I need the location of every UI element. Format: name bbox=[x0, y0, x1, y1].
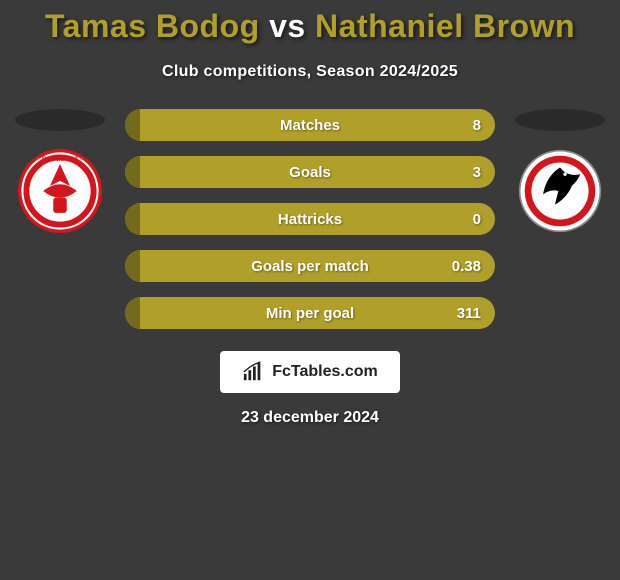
chart-icon bbox=[242, 361, 264, 383]
svg-text:FSV MAINZ: FSV MAINZ bbox=[42, 156, 78, 163]
stat-row: Min per goal 311 bbox=[125, 297, 495, 329]
brand-text: FcTables.com bbox=[272, 363, 378, 381]
stat-fill bbox=[125, 156, 140, 188]
stat-row: Matches 8 bbox=[125, 109, 495, 141]
main-area: FSV MAINZ Matches 8 Goals 3 Hattricks 0 … bbox=[0, 109, 620, 329]
stat-value: 0.38 bbox=[452, 258, 481, 275]
footer: FcTables.com 23 december 2024 bbox=[0, 351, 620, 427]
title-player-right: Nathaniel Brown bbox=[315, 8, 575, 44]
stat-fill bbox=[125, 297, 140, 329]
stat-row: Hattricks 0 bbox=[125, 203, 495, 235]
stat-fill bbox=[125, 109, 140, 141]
stat-fill bbox=[125, 203, 140, 235]
mainz-logo-icon: FSV MAINZ bbox=[18, 149, 102, 233]
title-player-left: Tamas Bodog bbox=[45, 8, 260, 44]
stat-value: 8 bbox=[473, 117, 481, 134]
stat-label: Goals per match bbox=[251, 258, 369, 275]
stat-value: 0 bbox=[473, 211, 481, 228]
date-text: 23 december 2024 bbox=[241, 409, 379, 427]
shadow-ellipse bbox=[15, 109, 105, 131]
stat-label: Min per goal bbox=[266, 305, 354, 322]
left-club-column: FSV MAINZ bbox=[15, 109, 105, 233]
stat-label: Hattricks bbox=[278, 211, 342, 228]
stat-value: 311 bbox=[457, 305, 481, 322]
stat-row: Goals 3 bbox=[125, 156, 495, 188]
brand-badge[interactable]: FcTables.com bbox=[220, 351, 400, 393]
root: Tamas Bodog vs Nathaniel Brown Club comp… bbox=[0, 0, 620, 580]
stat-fill bbox=[125, 250, 140, 282]
stat-row: Goals per match 0.38 bbox=[125, 250, 495, 282]
stats-list: Matches 8 Goals 3 Hattricks 0 Goals per … bbox=[125, 109, 495, 329]
shadow-ellipse bbox=[515, 109, 605, 131]
stat-value: 3 bbox=[473, 164, 481, 181]
right-club-column bbox=[515, 109, 605, 233]
stat-label: Matches bbox=[280, 117, 340, 134]
stat-label: Goals bbox=[289, 164, 331, 181]
title-vs: vs bbox=[269, 8, 306, 44]
eintracht-logo-icon bbox=[518, 149, 602, 233]
subtitle: Club competitions, Season 2024/2025 bbox=[0, 63, 620, 81]
page-title: Tamas Bodog vs Nathaniel Brown bbox=[0, 0, 620, 45]
